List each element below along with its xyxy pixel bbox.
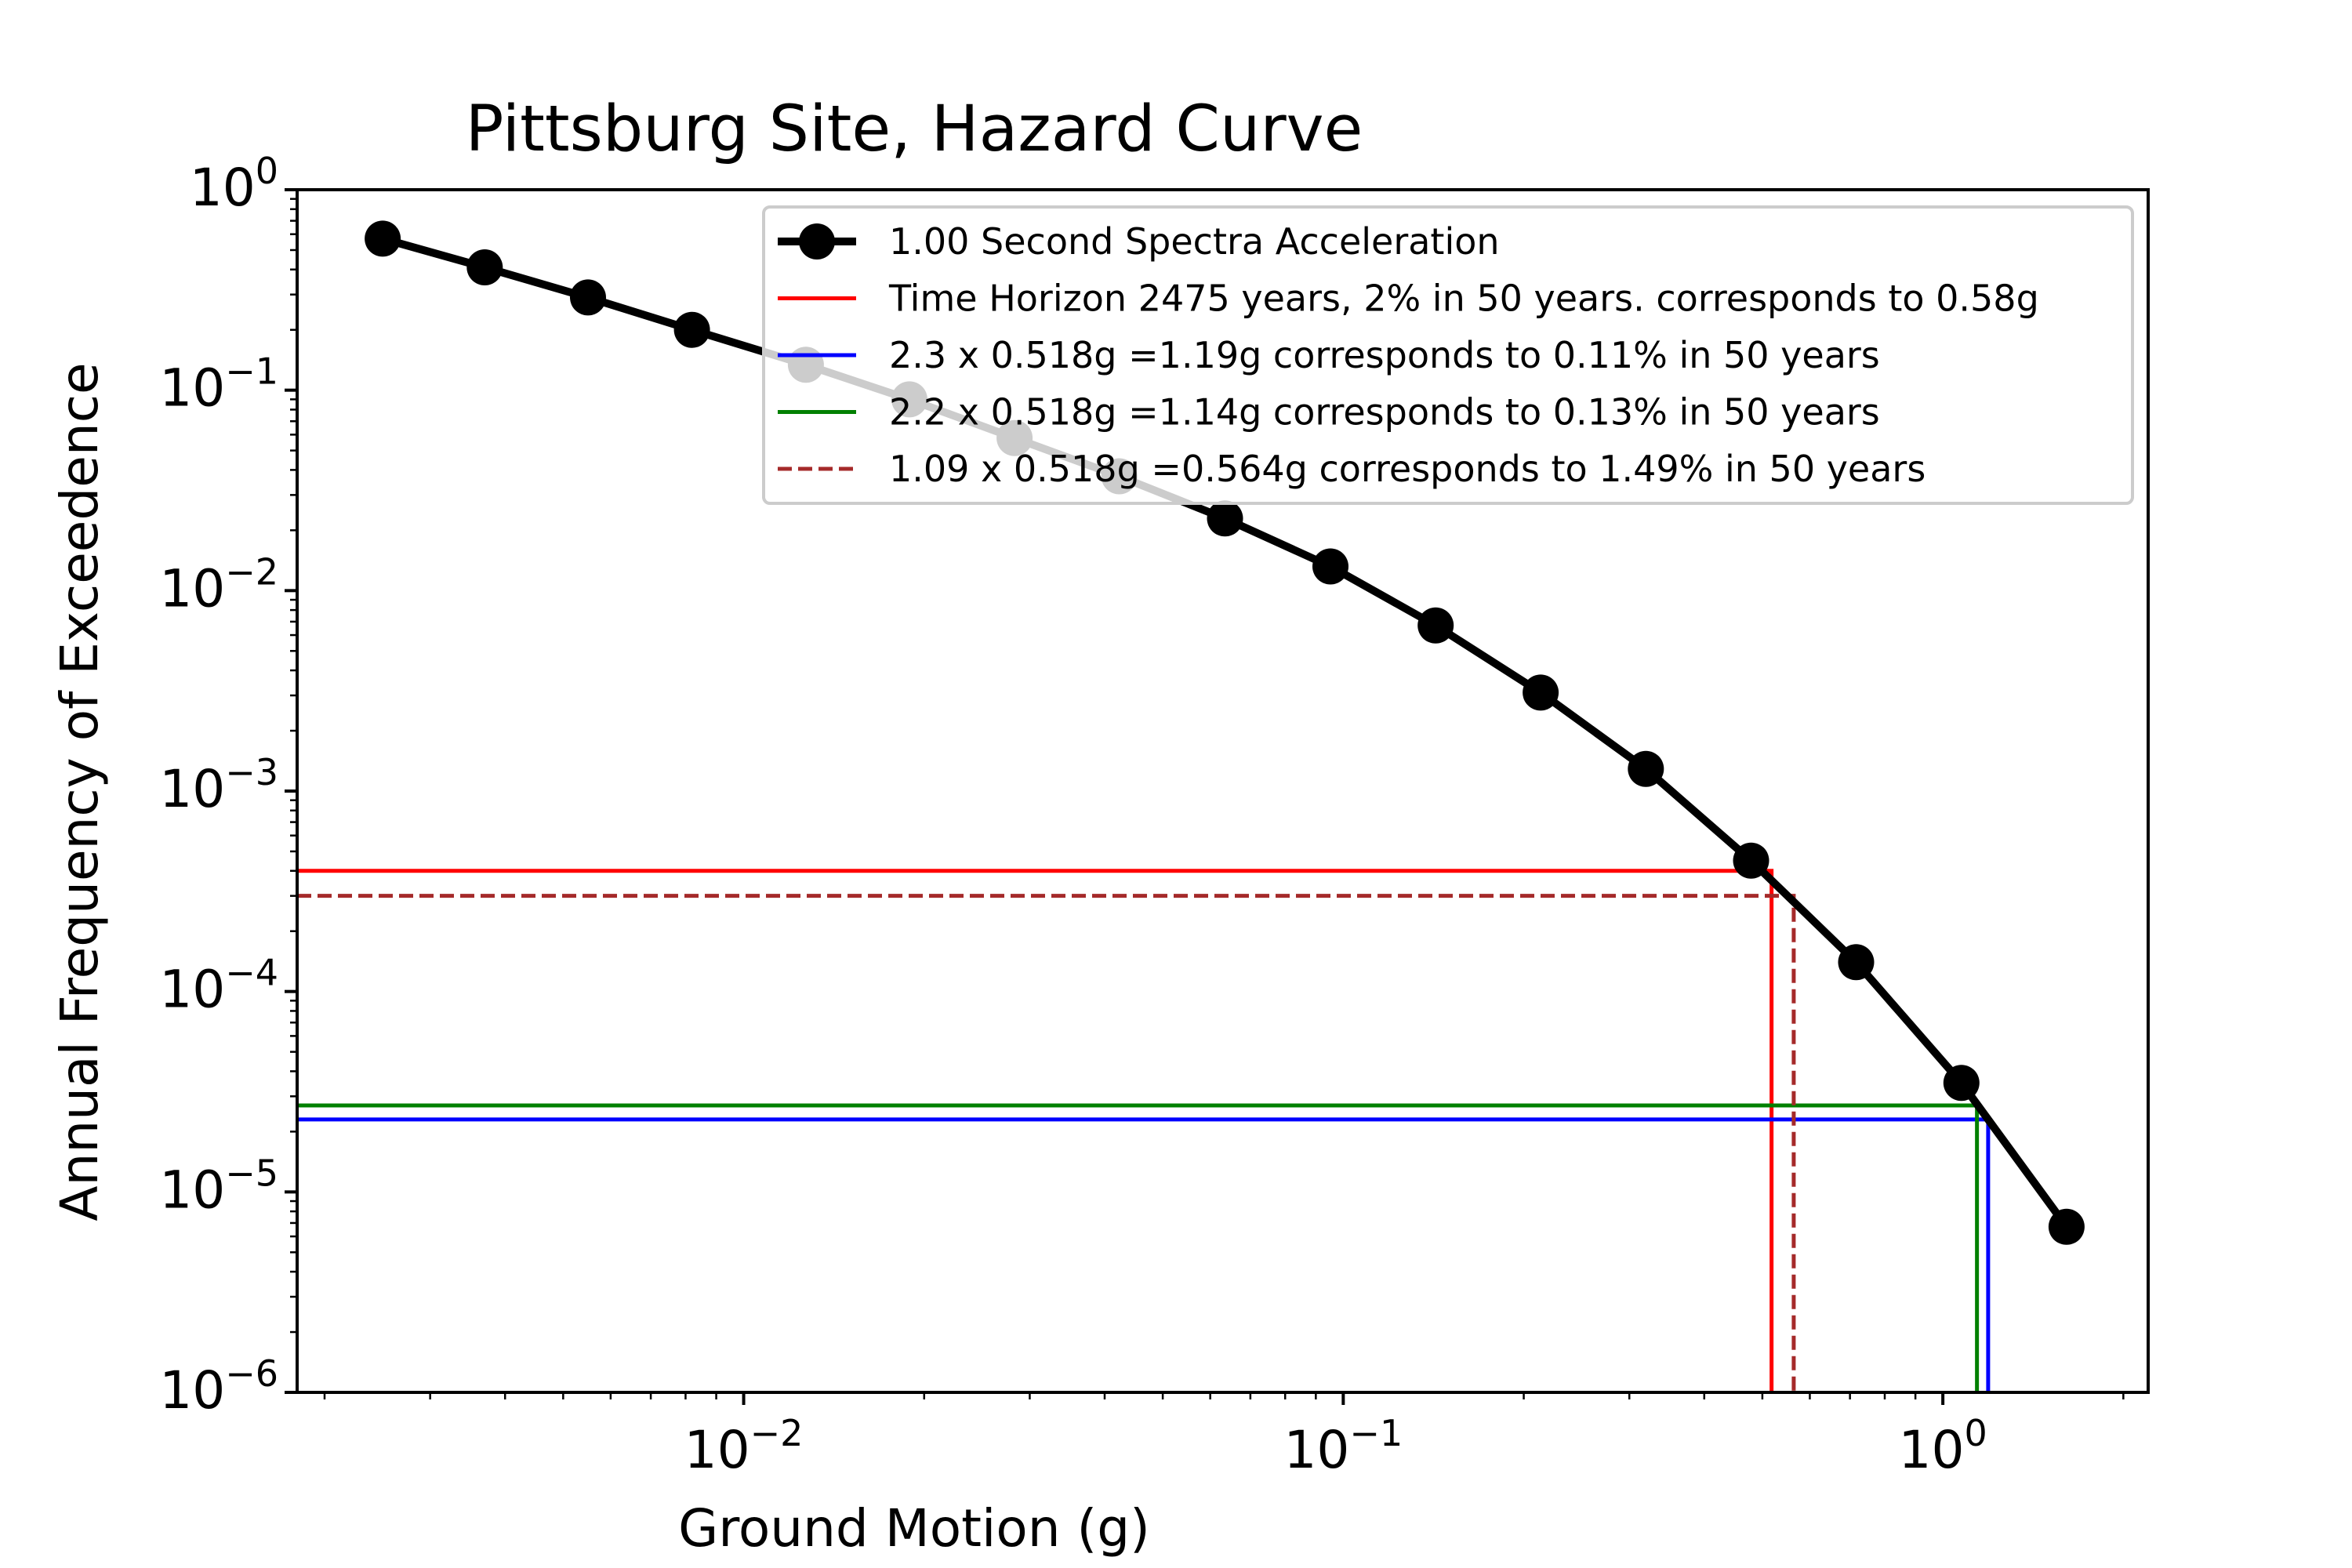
y-tick-label: 10−3: [159, 751, 278, 819]
data-point: [2048, 1208, 2085, 1245]
data-point: [570, 279, 606, 316]
legend: 1.00 Second Spectra Acceleration Time Hor…: [762, 205, 2134, 505]
legend-entry-label: 2.2 x 0.518g =1.14g corresponds to 0.13%…: [889, 391, 1880, 434]
x-axis-label: Ground Motion (g): [678, 1498, 1150, 1559]
reference-line-3: [297, 1103, 1980, 1392]
y-tick-label: 10−1: [159, 350, 278, 419]
data-point: [365, 220, 401, 257]
data-point: [1943, 1065, 1980, 1102]
legend-entry-label: 1.09 x 0.518g =0.564g corresponds to 1.4…: [889, 448, 1926, 490]
data-point: [1523, 674, 1559, 711]
data-point: [673, 311, 710, 348]
y-tick-label: 100: [190, 150, 278, 218]
reference-line-4: [297, 894, 1796, 1392]
chart-title: Pittsburg Site, Hazard Curve: [466, 93, 1363, 166]
data-point: [1207, 500, 1243, 537]
x-tick-label: 100: [1898, 1412, 1987, 1480]
reference-line-1: [297, 869, 1774, 1392]
data-point: [1312, 548, 1348, 585]
data-point: [466, 249, 503, 285]
y-tick-label: 10−5: [159, 1152, 278, 1220]
y-tick-label: 10−6: [159, 1352, 278, 1421]
reference-line-2: [297, 1117, 1991, 1392]
legend-entry-label: Time Horizon 2475 years, 2% in 50 years.…: [888, 278, 2039, 320]
legend-entry-label: 2.3 x 0.518g =1.19g corresponds to 0.11%…: [889, 334, 1880, 376]
legend-entry-label: 1.00 Second Spectra Acceleration: [889, 220, 1500, 263]
y-axis-label: Annual Frequency of Exceedence: [49, 362, 110, 1221]
data-point: [1417, 607, 1454, 644]
data-point: [1628, 750, 1664, 787]
data-point: [1733, 842, 1769, 879]
legend-box: [762, 205, 2134, 505]
y-tick-label: 10−4: [159, 952, 278, 1020]
y-tick-label: 10−2: [159, 550, 278, 619]
x-tick-label: 10−2: [684, 1412, 804, 1480]
x-tick-label: 10−1: [1283, 1412, 1403, 1480]
data-point: [1838, 944, 1875, 981]
legend-marker: [799, 223, 835, 260]
